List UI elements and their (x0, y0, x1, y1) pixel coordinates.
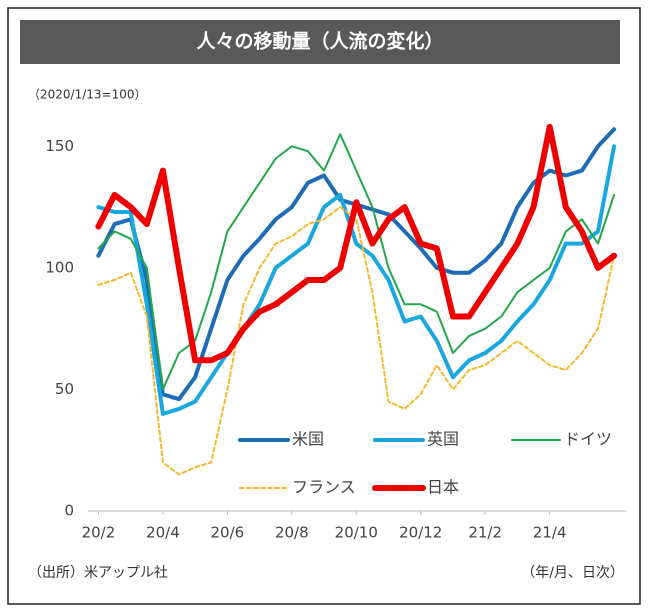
y-tick-label: 150 (45, 137, 74, 155)
series-line (97, 133, 616, 391)
x-tick-label: 20/4 (146, 524, 180, 542)
series-line (97, 206, 616, 476)
source: （出所）米アップル社 (28, 565, 168, 581)
title-bar (20, 20, 620, 64)
y-tick-label: 100 (45, 258, 74, 276)
series-line (95, 123, 618, 364)
x-tick-label: 21/4 (533, 524, 567, 542)
legend-label: 英国 (427, 430, 459, 449)
legend-label: 日本 (427, 478, 459, 497)
legend-label: 米国 (292, 430, 324, 449)
legend-label: ドイツ (564, 430, 612, 449)
x-note: （年/月、日次） (521, 565, 624, 581)
x-tick-label: 20/8 (275, 524, 309, 542)
x-tick-label: 20/12 (399, 524, 442, 542)
x-tick-label: 20/6 (211, 524, 245, 542)
y-tick-label: 50 (55, 380, 74, 398)
frame (7, 7, 641, 605)
chart-title: 人々の移動量（人流の変化） (196, 30, 443, 53)
x-tick-label: 21/2 (468, 524, 502, 542)
legend-label: フランス (292, 478, 356, 497)
x-tick-label: 20/10 (335, 524, 378, 542)
y-tick-label: 0 (64, 502, 74, 520)
x-tick-label: 20/2 (82, 524, 116, 542)
series-line (96, 144, 617, 416)
subtitle: （2020/1/13=100） (28, 88, 147, 102)
